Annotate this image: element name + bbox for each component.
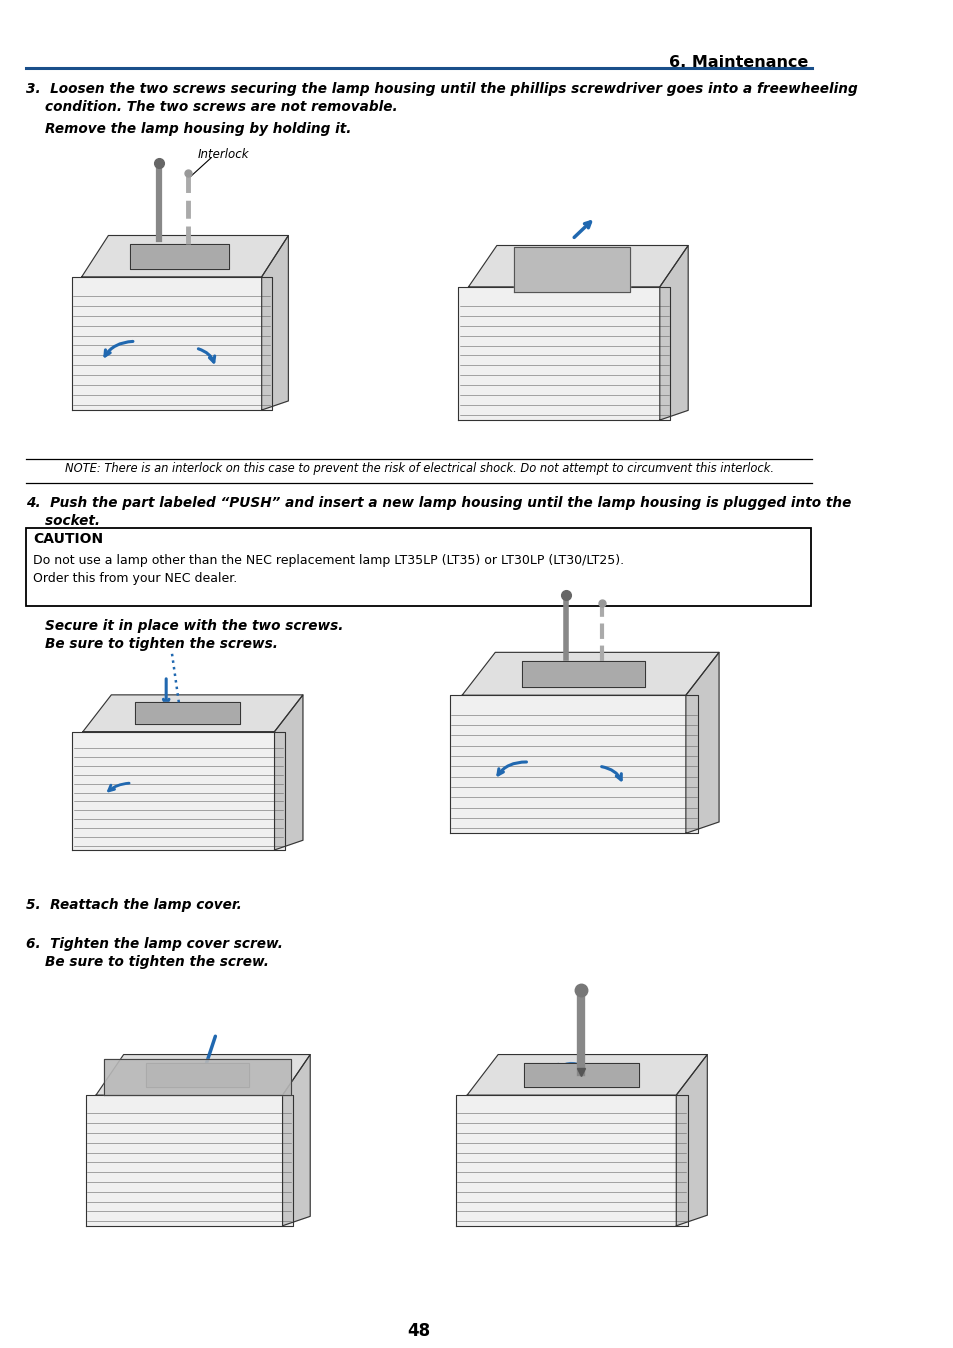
Text: 48: 48 <box>407 1322 431 1340</box>
Polygon shape <box>261 236 288 410</box>
Polygon shape <box>282 1054 310 1225</box>
Text: condition. The two screws are not removable.: condition. The two screws are not remova… <box>27 100 397 115</box>
Text: 4.  Push the part labeled “PUSH” and insert a new lamp housing until the lamp ho: 4. Push the part labeled “PUSH” and inse… <box>27 496 851 510</box>
Polygon shape <box>468 245 687 287</box>
Text: socket.: socket. <box>27 514 100 528</box>
Polygon shape <box>461 652 719 696</box>
Polygon shape <box>83 694 303 732</box>
Polygon shape <box>449 696 698 833</box>
Polygon shape <box>86 1095 293 1225</box>
Text: Secure it in place with the two screws.: Secure it in place with the two screws. <box>27 619 343 634</box>
Polygon shape <box>274 694 303 851</box>
Text: 3.  Loosen the two screws securing the lamp housing until the phillips screwdriv: 3. Loosen the two screws securing the la… <box>27 82 857 96</box>
Polygon shape <box>455 1095 687 1225</box>
Polygon shape <box>134 702 240 724</box>
Polygon shape <box>457 287 670 421</box>
Polygon shape <box>514 247 629 293</box>
Text: Interlock: Interlock <box>197 148 249 160</box>
Polygon shape <box>519 253 624 279</box>
Polygon shape <box>130 244 229 268</box>
Polygon shape <box>82 236 288 276</box>
Polygon shape <box>659 245 687 421</box>
Polygon shape <box>71 276 272 410</box>
Text: 6. Maintenance: 6. Maintenance <box>668 55 807 70</box>
Bar <box>35 155 360 435</box>
Polygon shape <box>685 652 719 833</box>
Text: 6.  Tighten the lamp cover screw.: 6. Tighten the lamp cover screw. <box>27 937 283 950</box>
Polygon shape <box>523 1062 638 1086</box>
Polygon shape <box>96 1054 310 1095</box>
Polygon shape <box>522 661 645 686</box>
Text: Remove the lamp housing by holding it.: Remove the lamp housing by holding it. <box>27 123 352 136</box>
Text: Be sure to tighten the screws.: Be sure to tighten the screws. <box>27 638 278 651</box>
Text: Be sure to tighten the screw.: Be sure to tighten the screw. <box>27 954 269 969</box>
Polygon shape <box>104 1058 291 1095</box>
Polygon shape <box>146 1062 249 1086</box>
Text: Order this from your NEC dealer.: Order this from your NEC dealer. <box>33 572 237 585</box>
Text: CAUTION: CAUTION <box>33 532 104 546</box>
Text: NOTE: There is an interlock on this case to prevent the risk of electrical shock: NOTE: There is an interlock on this case… <box>65 462 773 474</box>
Text: 5.  Reattach the lamp cover.: 5. Reattach the lamp cover. <box>27 898 242 913</box>
Polygon shape <box>72 732 285 851</box>
Polygon shape <box>676 1054 706 1225</box>
Polygon shape <box>467 1054 706 1095</box>
Bar <box>27 528 810 607</box>
Text: Do not use a lamp other than the NEC replacement lamp LT35LP (LT35) or LT30LP (L: Do not use a lamp other than the NEC rep… <box>33 554 624 568</box>
